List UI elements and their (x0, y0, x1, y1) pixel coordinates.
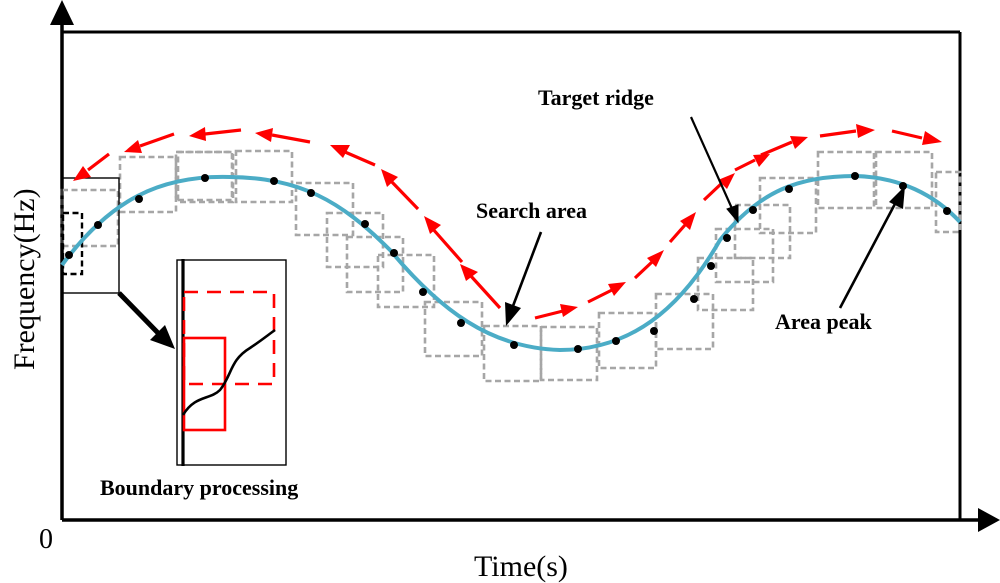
boundary-inset-ridge-curve (181, 328, 276, 416)
plot-frame (62, 30, 962, 520)
x-axis-label: Time(s) (474, 550, 568, 583)
x-axis-arrowhead-icon (978, 508, 1000, 532)
area-peak-label: Area peak (775, 309, 873, 334)
boundary-small-dashed-box (61, 211, 84, 276)
x-axis (62, 508, 1000, 532)
search-direction-arrows-left (73, 127, 502, 310)
area-peak-arrowhead-icon (889, 186, 905, 209)
boundary-callout-arrowhead-icon (150, 325, 175, 349)
annotation-target-ridge: Target ridge (538, 85, 739, 224)
boundary-region-frame (61, 177, 120, 294)
boundary-processing-label: Boundary processing (100, 475, 298, 500)
search-area-arrowhead-icon (505, 302, 521, 326)
search-direction-arrows-right (534, 124, 942, 320)
target-ridge-curve (60, 173, 962, 353)
y-axis-arrowhead-icon (50, 0, 74, 25)
ridge-points (65, 172, 951, 353)
origin-label: 0 (39, 524, 53, 555)
target-ridge-label: Target ridge (538, 85, 654, 110)
search-area-label: Search area (476, 198, 587, 223)
target-ridge-arrowhead-icon (726, 204, 739, 224)
y-axis-label: Frequency(Hz) (8, 188, 41, 370)
annotation-area-peak: Area peak (775, 186, 905, 334)
annotation-search-area: Search area (476, 198, 587, 326)
boundary-processing-callout: Boundary processing (100, 259, 298, 500)
